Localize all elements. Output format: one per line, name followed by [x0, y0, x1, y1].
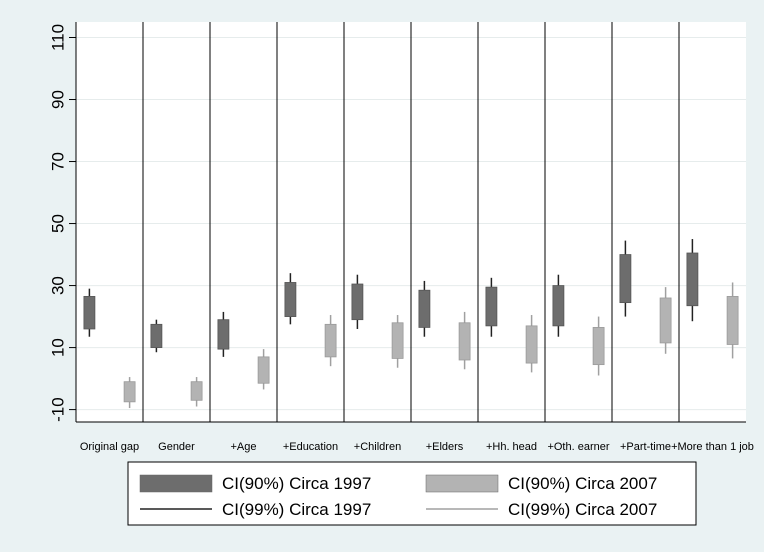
- ci90-box: [284, 282, 297, 317]
- legend-label: CI(99%) Circa 1997: [222, 500, 371, 519]
- ci90-box: [324, 323, 337, 358]
- ci90-box: [190, 381, 203, 401]
- panel-separators: [142, 22, 680, 422]
- ci90-box: [592, 327, 605, 366]
- x-axis: Original gap Gender +Age +Education +Childre…: [76, 421, 754, 453]
- ci90-box: [418, 289, 431, 328]
- x-tick-label: +Part-time: [620, 441, 671, 453]
- legend-swatch-box: [425, 474, 499, 493]
- ci90-box: [726, 296, 739, 345]
- x-tick-label: +Age: [231, 441, 257, 453]
- x-tick-label: Gender: [158, 441, 195, 453]
- ci90-box: [659, 297, 672, 344]
- ci90-box: [351, 283, 364, 321]
- y-tick-label: 110: [48, 24, 67, 51]
- legend-label: CI(90%) Circa 2007: [508, 474, 657, 493]
- ci90-box: [217, 319, 230, 350]
- ci90-box: [458, 322, 471, 361]
- ci90-box: [686, 252, 699, 307]
- y-tick-label: 10: [48, 338, 67, 357]
- ci90-box: [485, 286, 498, 327]
- ci90-box: [150, 323, 163, 348]
- legend-box: [127, 461, 697, 526]
- x-tick-label: +Oth. earner: [547, 441, 609, 453]
- x-tick-label: Original gap: [80, 441, 139, 453]
- ci90-box: [83, 296, 96, 330]
- y-axis: -10 10 30 50 70 90 110: [48, 22, 77, 422]
- y-tick-label: 50: [48, 214, 67, 233]
- y-tick-label: -10: [48, 397, 67, 422]
- x-tick-label: +Elders: [426, 441, 464, 453]
- x-tick-label: +Children: [354, 441, 401, 453]
- ci90-box: [552, 285, 565, 327]
- y-tick-label: 90: [48, 90, 67, 109]
- ci90-box: [123, 381, 136, 403]
- x-tick-label: +Hh. head: [486, 441, 537, 453]
- x-tick-label: +More than 1 job: [671, 441, 754, 453]
- y-tick-label: 30: [48, 276, 67, 295]
- marks-layer: [83, 239, 739, 409]
- ci90-box: [257, 356, 270, 384]
- legend-label: CI(99%) Circa 2007: [508, 500, 657, 519]
- ci90-box: [619, 254, 632, 304]
- legend: CI(90%) Circa 1997 CI(90%) Circa 2007 CI(9…: [127, 461, 697, 526]
- legend-label: CI(90%) Circa 1997: [222, 474, 371, 493]
- ci90-box: [391, 322, 404, 359]
- x-tick-label: +Education: [283, 441, 338, 453]
- ci90-box: [525, 325, 538, 364]
- y-tick-label: 70: [48, 152, 67, 171]
- legend-swatch-box: [139, 474, 213, 493]
